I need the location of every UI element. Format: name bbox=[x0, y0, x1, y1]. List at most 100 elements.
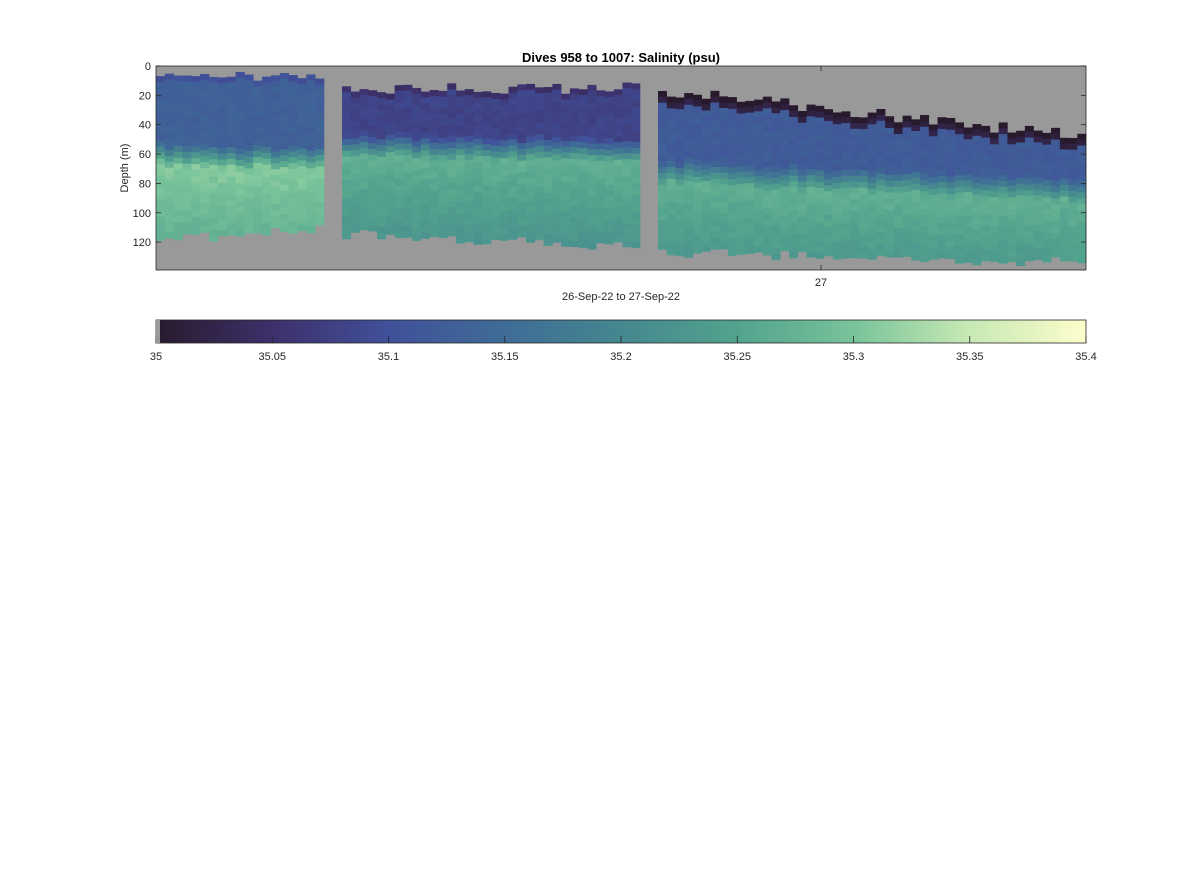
heatmap-cell bbox=[517, 219, 527, 226]
heatmap-cell bbox=[235, 177, 245, 184]
heatmap-cell bbox=[279, 114, 289, 121]
heatmap-cell bbox=[578, 236, 588, 243]
heatmap-cell bbox=[762, 172, 772, 180]
heatmap-cell bbox=[200, 144, 210, 151]
heatmap-cell bbox=[806, 180, 816, 188]
heatmap-cell bbox=[1059, 208, 1069, 215]
heatmap-cell bbox=[893, 181, 903, 188]
heatmap-cell bbox=[508, 116, 518, 123]
heatmap-cell bbox=[806, 221, 816, 229]
heatmap-cell bbox=[1007, 208, 1017, 216]
heatmap-cell bbox=[288, 145, 298, 152]
heatmap-cell bbox=[719, 125, 729, 132]
heatmap-cell bbox=[867, 224, 877, 231]
heatmap-cell bbox=[780, 215, 790, 222]
heatmap-cell bbox=[526, 213, 536, 220]
heatmap-cell bbox=[403, 155, 413, 162]
heatmap-cell bbox=[885, 245, 895, 252]
heatmap-cell bbox=[596, 131, 606, 138]
heatmap-cell bbox=[876, 208, 886, 215]
heatmap-cell bbox=[946, 147, 956, 154]
heatmap-cell bbox=[315, 143, 325, 150]
heatmap-cell bbox=[569, 223, 579, 230]
heatmap-cell bbox=[937, 222, 947, 230]
heatmap-cell bbox=[832, 188, 842, 195]
heatmap-cell bbox=[217, 95, 228, 102]
heatmap-cell bbox=[1016, 212, 1026, 220]
heatmap-cell bbox=[998, 140, 1008, 147]
heatmap-cell bbox=[754, 193, 764, 200]
heatmap-cell bbox=[850, 181, 860, 188]
heatmap-cell bbox=[447, 212, 457, 219]
heatmap-cell bbox=[771, 130, 781, 137]
heatmap-cell bbox=[403, 84, 413, 91]
heatmap-cell bbox=[1051, 227, 1061, 234]
heatmap-cell bbox=[1033, 253, 1043, 261]
heatmap-cell bbox=[771, 124, 781, 132]
heatmap-cell bbox=[928, 247, 938, 254]
heatmap-cell bbox=[438, 214, 448, 221]
heatmap-cell bbox=[191, 146, 201, 153]
heatmap-cell bbox=[780, 127, 790, 134]
heatmap-cell bbox=[841, 234, 851, 241]
heatmap-cell bbox=[858, 211, 868, 218]
heatmap-cell bbox=[1068, 155, 1078, 162]
heatmap-cell bbox=[368, 184, 378, 191]
heatmap-cell bbox=[675, 109, 685, 116]
heatmap-cell bbox=[1051, 145, 1061, 152]
heatmap-cell bbox=[754, 117, 764, 124]
heatmap-cell bbox=[394, 132, 404, 139]
heatmap-cell bbox=[622, 117, 632, 124]
heatmap-cell bbox=[1024, 166, 1034, 174]
heatmap-cell bbox=[701, 104, 711, 111]
heatmap-cell bbox=[754, 164, 764, 171]
heatmap-cell bbox=[920, 120, 930, 128]
heatmap-cell bbox=[491, 116, 501, 123]
heatmap-cell bbox=[727, 173, 737, 180]
heatmap-cell bbox=[482, 120, 492, 127]
heatmap-cell bbox=[604, 238, 614, 245]
heatmap-cell bbox=[526, 89, 536, 96]
heatmap-cell bbox=[631, 177, 641, 184]
y-tick-label: 60 bbox=[139, 149, 151, 161]
heatmap-cell bbox=[745, 147, 755, 155]
heatmap-cell bbox=[928, 241, 938, 249]
heatmap-cell bbox=[841, 175, 851, 183]
heatmap-cell bbox=[692, 235, 702, 242]
heatmap-cell bbox=[754, 105, 764, 112]
heatmap-cell bbox=[429, 166, 439, 173]
heatmap-cell bbox=[963, 162, 973, 169]
heatmap-cell bbox=[412, 111, 422, 118]
heatmap-cell bbox=[963, 209, 973, 216]
heatmap-cell bbox=[1077, 168, 1087, 176]
heatmap-cell bbox=[613, 159, 623, 166]
heatmap-cell bbox=[1007, 179, 1017, 186]
heatmap-cell bbox=[173, 198, 183, 205]
heatmap-cell bbox=[491, 198, 501, 205]
heatmap-cell bbox=[182, 146, 192, 153]
heatmap-cell bbox=[841, 199, 851, 206]
heatmap-cell bbox=[368, 166, 378, 173]
heatmap-cell bbox=[902, 127, 912, 134]
heatmap-cell bbox=[270, 151, 281, 158]
heatmap-cell bbox=[745, 241, 755, 248]
heatmap-cell bbox=[279, 161, 289, 168]
heatmap-cell bbox=[191, 217, 201, 224]
heatmap-cell bbox=[762, 137, 772, 144]
heatmap-cell bbox=[675, 126, 685, 133]
heatmap-cell bbox=[377, 168, 387, 175]
heatmap-cell bbox=[920, 144, 930, 151]
heatmap-cell bbox=[499, 187, 509, 194]
heatmap-cell bbox=[394, 226, 404, 233]
heatmap-cell bbox=[841, 222, 851, 230]
heatmap-cell bbox=[491, 186, 501, 194]
heatmap-cell bbox=[719, 178, 729, 185]
heatmap-cell bbox=[1016, 195, 1026, 202]
heatmap-cell bbox=[858, 252, 868, 259]
heatmap-cell bbox=[1077, 251, 1087, 258]
heatmap-cell bbox=[797, 228, 807, 235]
heatmap-cell bbox=[253, 98, 263, 105]
heatmap-cell bbox=[736, 242, 746, 249]
heatmap-cell bbox=[552, 213, 562, 220]
heatmap-cell bbox=[499, 146, 509, 153]
